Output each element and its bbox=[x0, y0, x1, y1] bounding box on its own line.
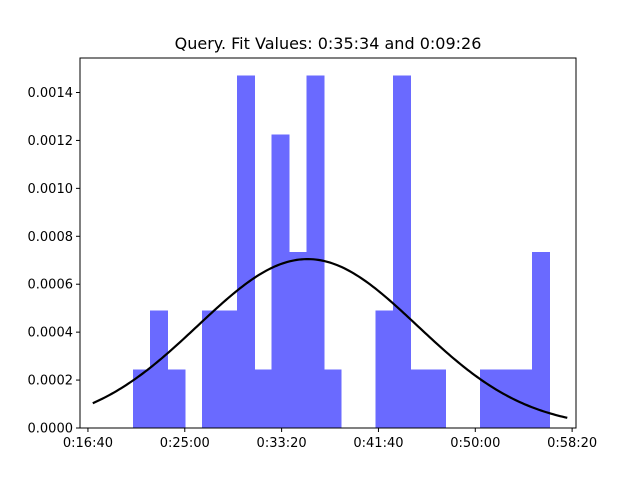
histogram-bar bbox=[497, 369, 516, 428]
histogram-bar bbox=[288, 251, 307, 428]
histogram-bar bbox=[167, 369, 186, 428]
y-tick-label: 0.0002 bbox=[28, 374, 74, 389]
normal-fit-curve bbox=[92, 258, 568, 419]
y-tick-label: 0.0004 bbox=[28, 326, 74, 341]
histogram-bars bbox=[132, 75, 550, 429]
y-tick-label: 0.0000 bbox=[28, 422, 74, 437]
histogram-bar bbox=[479, 369, 498, 428]
x-tick-label: 0:50:00 bbox=[450, 436, 500, 451]
y-axis-ticks: 0.0000 0.0002 0.0004 0.0006 0.0008 0.0010 0.00… bbox=[28, 86, 80, 437]
plot-frame bbox=[79, 57, 577, 429]
x-tick-label: 0:41:40 bbox=[353, 436, 403, 451]
histogram-bar bbox=[410, 369, 429, 428]
histogram-bar bbox=[219, 310, 238, 428]
histogram-bar bbox=[393, 75, 412, 429]
y-tick-label: 0.0008 bbox=[28, 230, 74, 245]
histogram-bar bbox=[514, 369, 533, 428]
histogram-bar bbox=[323, 369, 342, 428]
histogram-bar bbox=[237, 75, 255, 429]
histogram-bar bbox=[427, 369, 446, 428]
y-tick-label: 0.0012 bbox=[28, 134, 74, 149]
histogram-bar bbox=[532, 251, 550, 428]
x-tick-label: 0:25:00 bbox=[160, 436, 210, 451]
histogram-bar bbox=[271, 134, 290, 428]
x-axis-ticks: 0:16:40 0:25:00 0:33:20 0:41:40 0:50:00 0:58:… bbox=[63, 428, 597, 451]
y-tick-label: 0.0006 bbox=[28, 278, 74, 293]
histogram-bar bbox=[150, 310, 168, 428]
histogram-bar bbox=[202, 310, 221, 428]
fit-curve-layer bbox=[92, 258, 568, 419]
histogram-bar bbox=[375, 310, 394, 428]
x-tick-label: 0:16:40 bbox=[63, 436, 113, 451]
y-tick-label: 0.0014 bbox=[28, 86, 74, 101]
histogram-bar bbox=[306, 75, 325, 429]
chart-title: Query. Fit Values: 0:35:34 and 0:09:26 bbox=[175, 34, 482, 53]
x-tick-label: 0:58:20 bbox=[547, 436, 597, 451]
x-tick-label: 0:33:20 bbox=[257, 436, 307, 451]
histogram-bar bbox=[254, 369, 273, 428]
y-tick-label: 0.0010 bbox=[28, 182, 74, 197]
histogram-bar bbox=[132, 369, 151, 428]
